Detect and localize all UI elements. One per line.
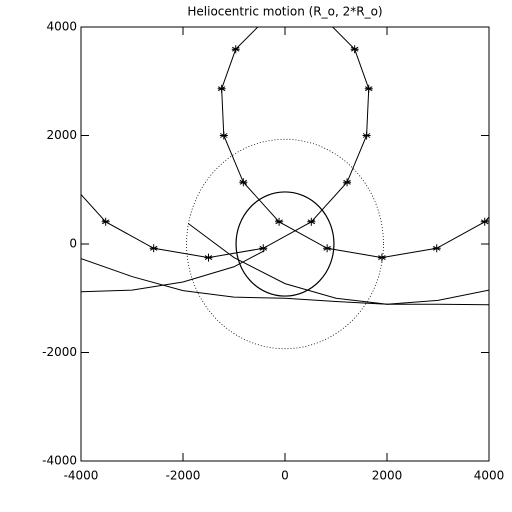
asterisk-marker: [66, 178, 74, 186]
y-tick-label: 4000: [46, 20, 77, 34]
y-tick-label: 2000: [46, 128, 77, 142]
asterisk-marker: [219, 131, 228, 140]
asterisk-marker: [231, 45, 240, 54]
asterisk-marker: [364, 84, 373, 93]
asterisk-marker: [307, 217, 316, 226]
asterisk-marker: [239, 178, 248, 187]
plot-frame: [80, 26, 490, 462]
x-tick-label: 0: [281, 469, 289, 483]
asterisk-marker: [149, 244, 158, 253]
y-tick-label: -4000: [42, 454, 77, 468]
asterisk-marker: [324, 19, 332, 27]
trajectory-line: [81, 250, 265, 293]
asterisk-marker: [432, 244, 441, 253]
asterisk-marker: [275, 217, 284, 226]
trajectory-line: [187, 222, 489, 305]
y-tick-label: -2000: [42, 345, 77, 359]
orbit-circle: [235, 191, 335, 297]
trajectory-line: [81, 258, 489, 306]
asterisk-marker: [323, 244, 332, 253]
asterisk-marker: [258, 19, 266, 27]
asterisk-marker: [480, 217, 489, 226]
plot-area: [66, 19, 489, 350]
asterisk-marker: [350, 45, 359, 54]
trajectory-line: [81, 27, 489, 259]
orbit-circle: [186, 138, 384, 350]
x-tick-label: -4000: [64, 469, 99, 483]
asterisk-marker: [377, 253, 386, 262]
chart-title: Heliocentric motion (R_o, 2*R_o): [187, 5, 382, 19]
asterisk-marker: [343, 178, 352, 187]
x-tick-label: -2000: [166, 469, 201, 483]
x-tick-label: 2000: [372, 469, 403, 483]
asterisk-marker: [204, 253, 213, 262]
asterisk-marker: [101, 217, 110, 226]
asterisk-marker: [259, 244, 268, 253]
asterisk-marker: [362, 131, 371, 140]
asterisk-marker: [217, 84, 226, 93]
y-tick-label: 0: [69, 237, 77, 251]
x-tick-label: 4000: [474, 469, 505, 483]
